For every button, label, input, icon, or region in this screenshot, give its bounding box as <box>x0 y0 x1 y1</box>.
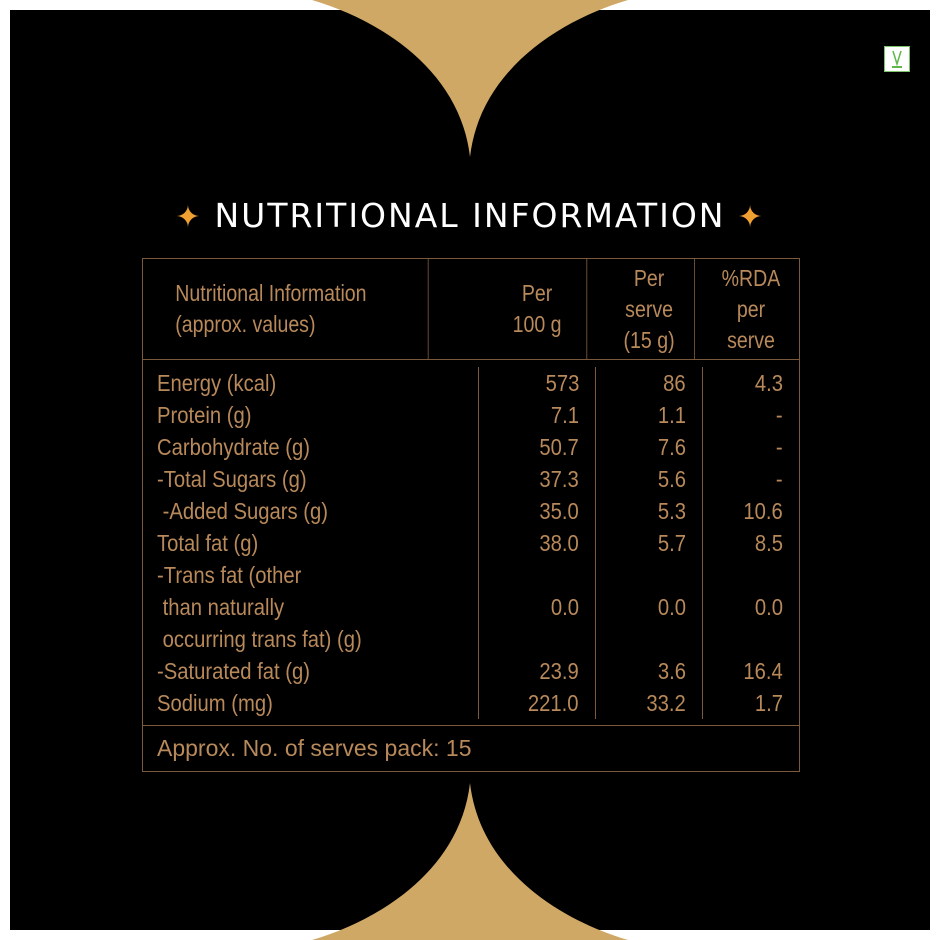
value-per-serve: 5.6 <box>596 463 703 495</box>
page-title: ✦ NUTRITIONAL INFORMATION ✦ <box>0 196 940 235</box>
value-per-serve-text: 5.3 <box>657 498 686 524</box>
nutrient-label-text: -Saturated fat (g) <box>157 658 310 684</box>
value-per-100g-text: 23.9 <box>539 658 579 684</box>
nutrient-label: -Trans fat (other than naturally occurri… <box>143 559 479 655</box>
nutrient-label-text: Total fat (g) <box>157 530 259 556</box>
value-per-serve: 1.1 <box>596 399 703 431</box>
star-icon: ✦ <box>737 200 765 235</box>
value-per-serve: 5.3 <box>596 495 703 527</box>
value-per-100g-text: 573 <box>545 370 579 396</box>
value-per-100g-text: 38.0 <box>539 530 579 556</box>
value-per-serve-text: 86 <box>663 370 686 396</box>
value-rda-text: - <box>776 466 783 492</box>
value-per-100g-text: 0.0 <box>550 594 579 620</box>
value-rda: 16.4 <box>703 655 799 687</box>
column-header: Nutritional Information (approx. values) <box>143 259 429 359</box>
nutrient-label-text: -Added Sugars (g) <box>157 498 329 524</box>
nutrient-label-text: Sodium (mg) <box>157 690 273 716</box>
nutrient-label: Carbohydrate (g) <box>143 431 479 463</box>
value-per-serve: 5.7 <box>596 527 703 559</box>
value-rda: - <box>703 431 799 463</box>
table-header: Nutritional Information (approx. values)… <box>143 259 799 360</box>
value-rda-text: 0.0 <box>754 594 783 620</box>
value-rda-text: 10.6 <box>743 498 783 524</box>
nutrient-label-text: Carbohydrate (g) <box>157 434 310 460</box>
nutrient-label-text: -Total Sugars (g) <box>157 466 307 492</box>
serves-per-pack: Approx. No. of serves pack: 15 <box>143 725 799 771</box>
background-panel <box>10 10 930 930</box>
value-per-serve-text: 7.6 <box>657 434 686 460</box>
column-header: Per serve (15 g) <box>604 259 695 359</box>
value-per-100g: 0.0 <box>479 559 596 655</box>
value-per-serve: 0.0 <box>596 559 703 655</box>
value-per-serve: 7.6 <box>596 431 703 463</box>
value-per-serve: 33.2 <box>596 687 703 719</box>
nutrient-label: -Added Sugars (g) <box>143 495 479 527</box>
value-rda-text: 8.5 <box>754 530 783 556</box>
value-per-100g: 7.1 <box>479 399 596 431</box>
value-per-100g: 35.0 <box>479 495 596 527</box>
value-per-serve-text: 33.2 <box>646 690 686 716</box>
value-per-serve: 3.6 <box>596 655 703 687</box>
value-per-serve-text: 3.6 <box>657 658 686 684</box>
value-rda: 1.7 <box>703 687 799 719</box>
value-per-serve-text: 5.7 <box>657 530 686 556</box>
gold-bottom-cusp <box>312 783 628 940</box>
nutrient-label: Total fat (g) <box>143 527 479 559</box>
nutrient-label-text: Protein (g) <box>157 402 252 428</box>
value-per-100g-text: 50.7 <box>539 434 579 460</box>
nutrient-label: -Total Sugars (g) <box>143 463 479 495</box>
star-icon: ✦ <box>175 200 203 235</box>
value-rda-text: - <box>776 402 783 428</box>
value-rda-text: 1.7 <box>754 690 783 716</box>
column-header: Per 100 g <box>488 259 588 359</box>
title-text: NUTRITIONAL INFORMATION <box>214 196 726 235</box>
value-rda: - <box>703 399 799 431</box>
value-rda-text: 16.4 <box>743 658 783 684</box>
value-per-100g: 50.7 <box>479 431 596 463</box>
value-rda: 4.3 <box>703 367 799 399</box>
value-per-100g: 37.3 <box>479 463 596 495</box>
value-per-serve-text: 5.6 <box>657 466 686 492</box>
value-per-serve-text: 0.0 <box>657 594 686 620</box>
nutrient-label-text: -Trans fat (other than naturally occurri… <box>157 562 362 652</box>
nutrient-label-text: Energy (kcal) <box>157 370 277 396</box>
value-per-100g-text: 35.0 <box>539 498 579 524</box>
value-rda: 8.5 <box>703 527 799 559</box>
value-per-serve: 86 <box>596 367 703 399</box>
value-rda-text: 4.3 <box>754 370 783 396</box>
nutrient-label: Protein (g) <box>143 399 479 431</box>
gold-top-cusp <box>312 0 628 157</box>
value-rda: 10.6 <box>703 495 799 527</box>
value-rda: - <box>703 463 799 495</box>
nutrient-label: Sodium (mg) <box>143 687 479 719</box>
value-per-100g-text: 7.1 <box>550 402 579 428</box>
value-rda: 0.0 <box>703 559 799 655</box>
value-per-100g: 38.0 <box>479 527 596 559</box>
veg-mark-icon <box>884 46 910 72</box>
value-per-100g: 23.9 <box>479 655 596 687</box>
value-per-serve-text: 1.1 <box>657 402 686 428</box>
nutrient-label: -Saturated fat (g) <box>143 655 479 687</box>
value-per-100g: 573 <box>479 367 596 399</box>
value-per-100g: 221.0 <box>479 687 596 719</box>
value-rda-text: - <box>776 434 783 460</box>
nutrition-table: Nutritional Information (approx. values)… <box>142 258 800 772</box>
table-body: Energy (kcal) 573 86 4.3 Protein (g) 7.1 1.1 - C… <box>143 360 799 725</box>
column-header: %RDA per serve <box>721 264 781 353</box>
nutrient-label: Energy (kcal) <box>143 367 479 399</box>
value-per-100g-text: 37.3 <box>539 466 579 492</box>
value-per-100g-text: 221.0 <box>528 690 579 716</box>
